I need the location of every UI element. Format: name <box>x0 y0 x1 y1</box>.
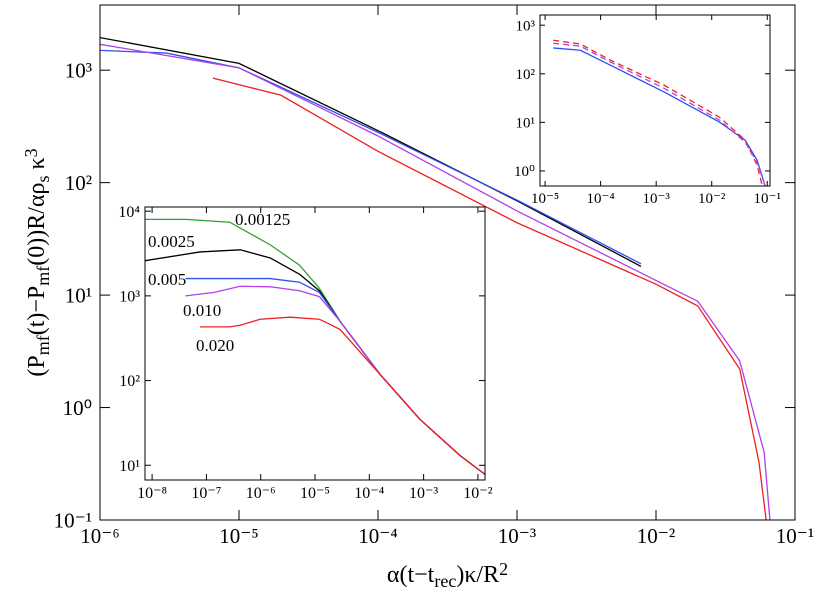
x-tick-label: 10⁻⁸ <box>137 485 167 502</box>
x-tick-label: 10⁻⁵ <box>531 191 559 207</box>
x-tick-label: 10⁻² <box>463 485 492 502</box>
series-group <box>145 218 485 475</box>
series-label: 0.00125 <box>235 210 290 229</box>
series-line <box>553 39 763 186</box>
series-label: 0.020 <box>196 336 234 355</box>
x-tick-label: 10⁻⁷ <box>191 485 221 502</box>
y-tick-label: 10³ <box>119 288 140 305</box>
y-tick-label: 10¹ <box>119 458 140 475</box>
label-part: 3 <box>21 148 41 157</box>
label-part: mf <box>33 335 53 355</box>
y-tick-label: 10³ <box>65 59 92 83</box>
x-tick-label: 10⁻¹ <box>754 191 781 207</box>
x-tick-label: 10⁻³ <box>642 191 670 207</box>
label-part: s <box>33 175 53 182</box>
x-tick-label: 10⁻⁶ <box>246 485 276 502</box>
x-tick-label: 10⁻² <box>637 524 675 548</box>
series-group <box>553 39 766 186</box>
label-part: 2 <box>499 559 508 579</box>
y-tick-label: 10² <box>119 373 140 390</box>
y-tick-label: 10² <box>65 171 92 195</box>
y-tick-label: 10⁻¹ <box>54 508 92 532</box>
x-tick-label: 10⁻⁵ <box>219 524 258 548</box>
y-tick-label: 10² <box>516 67 536 83</box>
x-tick-label: 10⁻² <box>698 191 726 207</box>
x-tick-label: 10⁻¹ <box>776 524 814 548</box>
x-tick-label: 10⁻⁶ <box>80 524 119 548</box>
label-part: (t)−P <box>24 286 50 336</box>
x-tick-label: 10⁻³ <box>498 524 536 548</box>
label-part: κ <box>24 157 50 175</box>
y-axis-label: (Pmf(t)−Pmf(0))R/αρs κ3 <box>21 148 54 376</box>
y-tick-label: 10¹ <box>516 116 536 132</box>
label-part: rec <box>434 571 456 591</box>
x-tick-label: 10⁻⁴ <box>587 191 615 207</box>
y-tick-label: 10⁰ <box>514 164 535 180</box>
series-line <box>212 77 767 520</box>
plot-1: 0.00125 0.0025 0.005 0.010 0.020 10⁻⁸ 10⁻⁷ 10⁻⁶… <box>118 204 492 502</box>
plot-2: 10⁻⁵ 10⁻⁴ 10⁻³ 10⁻² 10⁻¹ 10⁰ 10¹ 10² 10³ <box>514 14 781 207</box>
plot-background <box>540 15 770 186</box>
y-tick-label: 10¹ <box>65 283 92 307</box>
series-label: 0.0025 <box>148 232 195 251</box>
series-line <box>199 316 485 475</box>
series-line <box>553 42 766 186</box>
x-tick-label: 10⁻⁴ <box>354 485 384 502</box>
series-label: 0.010 <box>183 301 221 320</box>
label-part: (0))R/αρ <box>24 183 50 266</box>
y-tick-label: 10⁴ <box>118 204 140 221</box>
label-part: α(t−t <box>387 562 435 588</box>
series-group <box>100 36 771 520</box>
y-tick-label: 10³ <box>516 18 536 34</box>
x-axis-label: α(t−trec)κ/R2 <box>387 559 508 592</box>
label-part: (P <box>24 355 50 376</box>
label-part: mf <box>33 266 53 286</box>
series-label: 0.005 <box>148 270 186 289</box>
series-line <box>553 47 766 186</box>
series-line <box>100 36 642 267</box>
y-tick-label: 10⁰ <box>63 396 92 420</box>
series-line <box>100 49 642 265</box>
plot-frame <box>99 4 796 521</box>
label-part: )κ/R <box>456 562 499 588</box>
x-tick-label: 10⁻⁵ <box>300 485 330 502</box>
x-tick-label: 10⁻³ <box>409 485 438 502</box>
plot-frame <box>539 14 771 187</box>
series-line <box>100 43 771 520</box>
x-tick-label: 10⁻⁴ <box>358 524 397 548</box>
